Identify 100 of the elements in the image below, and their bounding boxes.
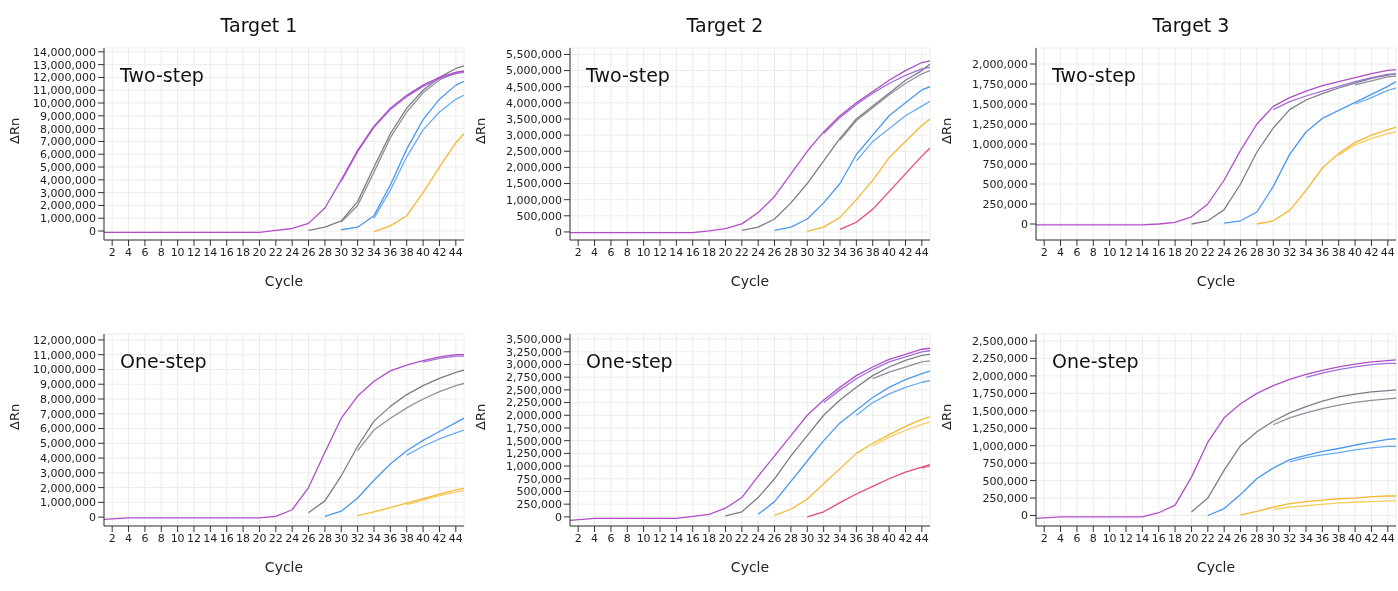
y-tick-label: 3,500,000 (506, 112, 562, 126)
x-tick-label: 26 (301, 245, 316, 259)
x-tick-label: 12 (653, 245, 667, 259)
x-tick-label: 4 (1057, 245, 1065, 259)
y-tick-label: 2,000,000 (506, 409, 562, 423)
y-tick-label: 0 (1021, 509, 1028, 523)
x-tick-label: 44 (914, 531, 929, 545)
x-tick-label: 36 (1315, 531, 1330, 545)
x-tick-label: 2 (108, 245, 116, 259)
y-tick-label: 750,000 (982, 457, 1028, 471)
x-tick-label: 30 (800, 245, 815, 259)
x-tick-label: 4 (591, 245, 599, 259)
y-tick-label: 4,000,000 (506, 96, 562, 110)
x-tick-label: 28 (1249, 531, 1264, 545)
x-axis-title: Cycle (1196, 273, 1236, 289)
x-tick-label: 18 (1168, 531, 1183, 545)
y-tick-label: 7,000,000 (40, 135, 96, 149)
x-tick-label: 14 (669, 531, 684, 545)
x-tick-label: 38 (1331, 531, 1346, 545)
y-tick-label: 1,250,000 (972, 117, 1028, 131)
y-tick-label: 6,000,000 (40, 148, 96, 162)
x-tick-label: 2 (574, 531, 582, 545)
y-tick-label: 1,500,000 (506, 177, 562, 191)
chart-title: Target 1 (220, 14, 298, 36)
x-tick-label: 30 (334, 531, 349, 545)
x-tick-label: 22 (268, 531, 283, 545)
x-tick-label: 28 (317, 531, 332, 545)
y-tick-label: 1,750,000 (972, 77, 1028, 91)
y-tick-label: 5,000,000 (40, 437, 96, 451)
x-tick-label: 22 (734, 531, 749, 545)
chart-title: Target 2 (686, 14, 764, 36)
y-tick-label: 1,750,000 (506, 421, 562, 435)
y-tick-label: 500,000 (982, 177, 1028, 191)
y-tick-label: 3,000,000 (40, 466, 96, 480)
x-tick-label: 44 (914, 245, 929, 259)
y-tick-label: 0 (1021, 217, 1028, 231)
x-tick-label: 26 (1233, 245, 1248, 259)
x-tick-label: 12 (1119, 245, 1133, 259)
annotation: Two-step (120, 64, 204, 86)
x-tick-label: 16 (685, 531, 700, 545)
y-axis-title: ΔRn (938, 403, 954, 430)
x-tick-label: 24 (1217, 531, 1232, 545)
x-tick-label: 2 (108, 531, 116, 545)
y-tick-label: 5,000,000 (506, 64, 562, 78)
x-tick-label: 36 (849, 531, 864, 545)
x-tick-label: 24 (751, 245, 766, 259)
y-tick-label: 3,250,000 (506, 345, 562, 359)
x-tick-label: 24 (751, 531, 766, 545)
x-tick-label: 10 (636, 531, 651, 545)
y-axis-title: ΔRn (6, 403, 22, 430)
x-tick-label: 36 (1315, 245, 1330, 259)
x-tick-label: 6 (141, 531, 149, 545)
x-tick-label: 42 (432, 245, 447, 259)
x-tick-label: 2 (1040, 245, 1048, 259)
x-tick-label: 10 (636, 245, 651, 259)
y-tick-label: 2,000,000 (506, 161, 562, 175)
x-tick-label: 20 (1184, 245, 1199, 259)
y-tick-label: 8,000,000 (40, 392, 96, 406)
x-tick-label: 10 (170, 531, 185, 545)
x-tick-label: 18 (236, 245, 251, 259)
x-tick-label: 14 (1135, 531, 1150, 545)
x-tick-label: 36 (383, 245, 398, 259)
x-tick-label: 14 (1135, 245, 1150, 259)
x-tick-label: 42 (898, 245, 913, 259)
x-tick-label: 8 (157, 245, 165, 259)
x-tick-label: 38 (399, 531, 414, 545)
x-tick-label: 38 (865, 245, 880, 259)
x-tick-label: 8 (1089, 531, 1097, 545)
x-tick-label: 44 (1380, 531, 1395, 545)
y-tick-label: 2,250,000 (506, 396, 562, 410)
x-tick-label: 24 (285, 245, 300, 259)
x-tick-label: 38 (865, 531, 880, 545)
y-tick-label: 12,000,000 (33, 333, 96, 347)
x-tick-label: 42 (432, 531, 447, 545)
x-axis-title: Cycle (264, 273, 304, 289)
y-tick-label: 1,000,000 (40, 212, 96, 226)
x-tick-label: 44 (448, 531, 463, 545)
y-tick-label: 6,000,000 (40, 422, 96, 436)
x-tick-label: 32 (816, 245, 831, 259)
x-tick-label: 16 (219, 245, 234, 259)
y-tick-label: 500,000 (516, 485, 562, 499)
x-tick-label: 4 (125, 245, 133, 259)
y-tick-label: 0 (89, 511, 96, 525)
y-tick-label: 4,000,000 (40, 451, 96, 465)
x-tick-label: 38 (399, 245, 414, 259)
x-tick-label: 22 (1200, 245, 1215, 259)
x-tick-label: 4 (125, 531, 133, 545)
x-tick-label: 4 (1057, 531, 1065, 545)
y-tick-label: 13,000,000 (33, 58, 96, 72)
y-tick-label: 3,000,000 (506, 358, 562, 372)
y-tick-label: 3,000,000 (40, 186, 96, 200)
x-tick-label: 16 (219, 531, 234, 545)
x-tick-label: 6 (1073, 531, 1081, 545)
x-tick-label: 6 (1073, 245, 1081, 259)
x-tick-label: 28 (783, 245, 798, 259)
x-tick-label: 20 (252, 245, 267, 259)
y-tick-label: 2,250,000 (972, 352, 1028, 366)
x-tick-label: 22 (734, 245, 749, 259)
x-tick-label: 42 (1364, 245, 1379, 259)
x-tick-label: 30 (1266, 531, 1281, 545)
